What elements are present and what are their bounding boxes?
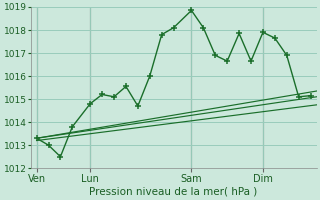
X-axis label: Pression niveau de la mer( hPa ): Pression niveau de la mer( hPa ): [90, 187, 258, 197]
